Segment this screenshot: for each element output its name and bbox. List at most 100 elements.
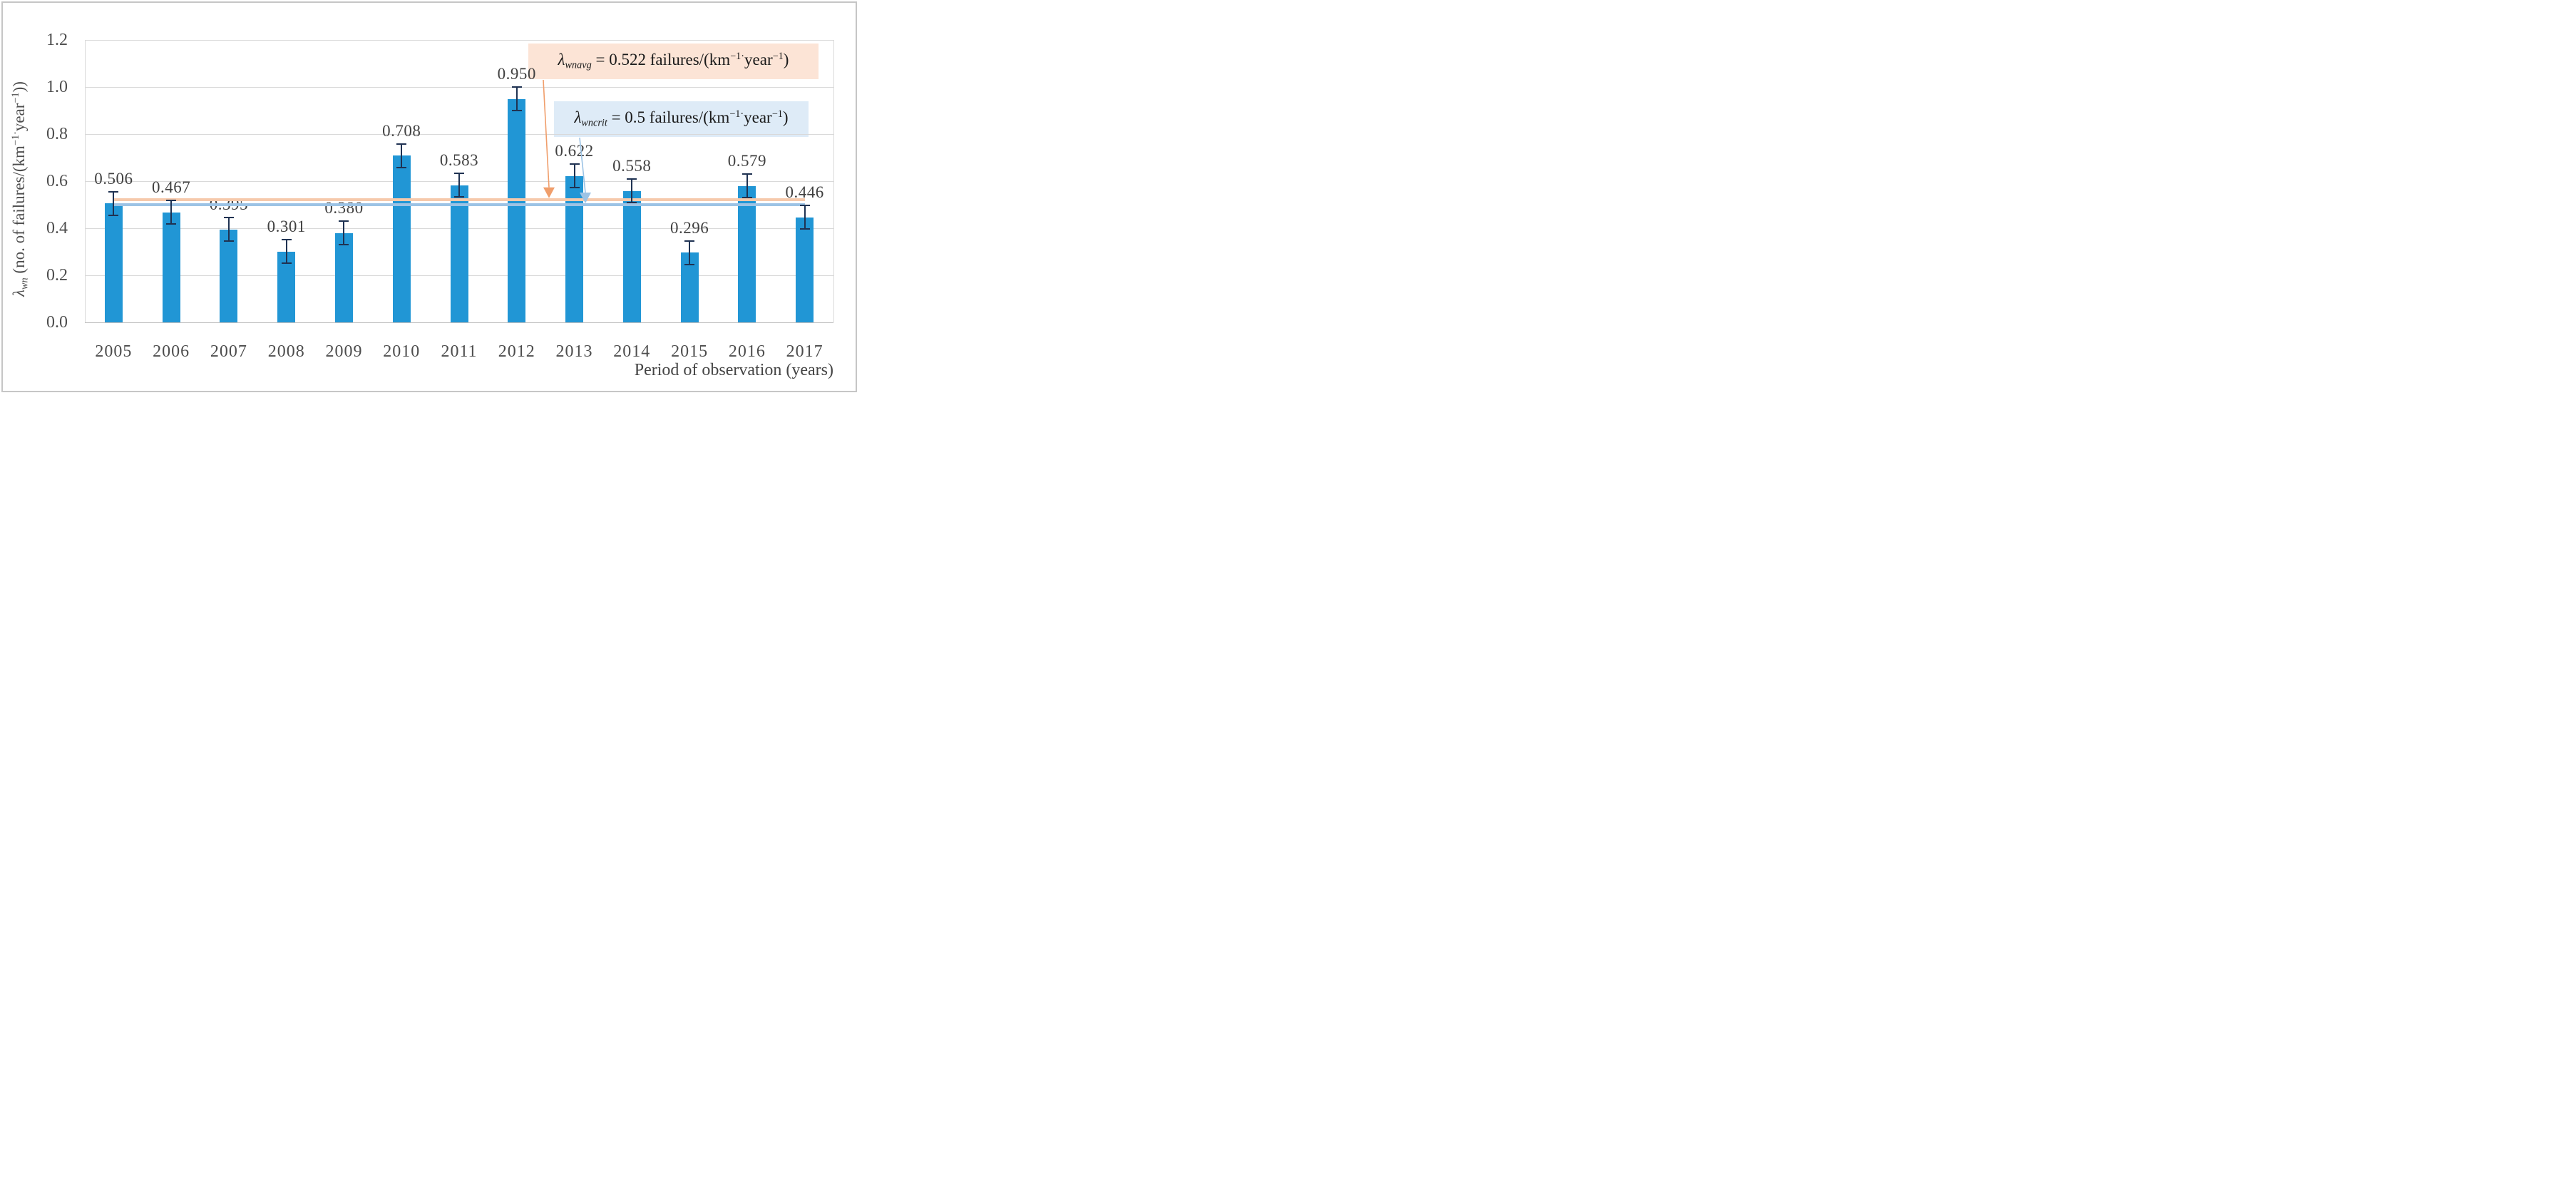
- bar-label-2006: 0.467: [152, 178, 191, 197]
- error-cap-top-2012: [511, 86, 522, 88]
- crit-sup-year: −1: [771, 108, 783, 121]
- error-cap-bottom-2013: [569, 187, 580, 189]
- bar-2005: [104, 203, 123, 322]
- error-bar-2017: [804, 205, 806, 230]
- plot-right-border: [833, 40, 834, 322]
- error-cap-top-2007: [223, 217, 234, 219]
- error-cap-top-2014: [627, 178, 637, 180]
- error-cap-top-2013: [569, 163, 580, 165]
- avg-sup-km: −1·: [730, 51, 745, 63]
- x-tick-2007: 2007: [210, 342, 247, 361]
- gridline-1.0: [85, 86, 833, 88]
- error-cap-bottom-2014: [627, 202, 637, 204]
- ref-line-wncrit: [113, 203, 805, 206]
- bar-label-2010: 0.708: [382, 121, 421, 140]
- error-cap-top-2008: [281, 239, 292, 241]
- y-tick-0.0: 0.0: [46, 313, 68, 332]
- error-cap-bottom-2015: [684, 263, 695, 265]
- bar-label-2009: 0.380: [324, 199, 364, 218]
- x-axis-title: Period of observation (years): [634, 361, 833, 379]
- crit-subscript: wncrit: [581, 117, 607, 129]
- error-cap-top-2011: [454, 173, 464, 175]
- y-tick-1.2: 1.2: [46, 31, 68, 49]
- bar-label-2012: 0.950: [497, 65, 536, 83]
- y-tick-1.0: 1.0: [46, 78, 68, 96]
- error-bar-2015: [689, 240, 691, 265]
- error-bar-2013: [573, 164, 575, 188]
- gridline-0.0: [85, 322, 833, 323]
- x-tick-2010: 2010: [383, 342, 421, 361]
- error-bar-2012: [515, 87, 518, 111]
- error-cap-top-2017: [799, 205, 810, 207]
- y-tick-0.8: 0.8: [46, 125, 68, 143]
- error-cap-bottom-2017: [799, 228, 810, 230]
- crit-unit-year: year: [744, 108, 772, 127]
- bar-2010: [392, 155, 411, 322]
- x-tick-2016: 2016: [728, 342, 766, 361]
- bar-2009: [334, 232, 353, 322]
- avg-close: ): [783, 51, 789, 69]
- x-tick-2014: 2014: [613, 342, 651, 361]
- error-cap-bottom-2012: [511, 110, 522, 111]
- bar-label-2011: 0.583: [439, 151, 479, 170]
- avg-arrow-head: [543, 187, 555, 198]
- y-tick-0.4: 0.4: [46, 219, 68, 237]
- gridline-0.8: [85, 133, 833, 135]
- bar-label-2015: 0.296: [669, 218, 709, 237]
- error-cap-bottom-2007: [223, 240, 234, 242]
- avg-equation-text: = 0.522 failures/(km: [591, 51, 731, 69]
- crit-equation-text: = 0.5 failures/(km: [607, 108, 730, 127]
- y-tick-0.6: 0.6: [46, 172, 68, 190]
- bar-label-2005: 0.506: [94, 169, 133, 188]
- crit-lambda: λ: [574, 108, 582, 127]
- bar-label-2008: 0.301: [267, 218, 306, 236]
- x-tick-2012: 2012: [498, 342, 535, 361]
- error-cap-bottom-2011: [454, 196, 464, 198]
- error-cap-top-2006: [166, 200, 177, 202]
- error-cap-top-2016: [742, 173, 752, 175]
- bar-2007: [220, 229, 238, 322]
- crit-annotation-box: λwncrit = 0.5 failures/(km−1·year−1): [554, 101, 809, 137]
- bar-2011: [450, 185, 468, 322]
- error-cap-bottom-2008: [281, 262, 292, 265]
- avg-annotation-box: λwnavg = 0.522 failures/(km−1·year−1): [528, 44, 819, 79]
- y-tick-0.2: 0.2: [46, 266, 68, 285]
- error-cap-top-2010: [396, 143, 407, 145]
- x-tick-2015: 2015: [671, 342, 709, 361]
- bar-2017: [796, 217, 814, 322]
- bar-label-2014: 0.558: [612, 157, 652, 175]
- error-bar-2014: [631, 179, 633, 203]
- x-tick-2005: 2005: [95, 342, 133, 361]
- y-title-lambda: λ: [10, 289, 28, 297]
- error-bar-2009: [343, 221, 345, 245]
- x-tick-2008: 2008: [267, 342, 305, 361]
- bar-label-2016: 0.579: [727, 152, 766, 170]
- bar-2006: [162, 212, 180, 322]
- avg-unit-year: year: [744, 51, 773, 69]
- bar-2014: [622, 190, 641, 322]
- error-bar-2006: [170, 200, 173, 225]
- bar-2012: [508, 98, 526, 322]
- x-tick-2017: 2017: [786, 342, 823, 361]
- error-bar-2008: [285, 240, 287, 264]
- gridline-1.2: [85, 39, 833, 41]
- error-cap-bottom-2005: [108, 214, 119, 216]
- crit-sup-km: −1·: [729, 108, 744, 121]
- x-tick-2009: 2009: [325, 342, 363, 361]
- avg-sup-year: −1: [772, 51, 784, 63]
- bar-label-2013: 0.622: [555, 142, 594, 160]
- ref-line-wnavg: [113, 198, 805, 201]
- x-tick-2011: 2011: [441, 342, 478, 361]
- error-cap-bottom-2006: [166, 223, 177, 225]
- error-cap-bottom-2010: [396, 166, 407, 168]
- error-bar-2016: [746, 174, 748, 198]
- x-tick-2013: 2013: [555, 342, 593, 361]
- error-cap-bottom-2016: [742, 197, 752, 199]
- crit-close: ): [782, 108, 789, 127]
- y-title-text: (no. of failures/(km: [10, 145, 28, 278]
- avg-subscript: wnavg: [565, 59, 592, 71]
- error-bar-2007: [227, 218, 230, 242]
- error-bar-2005: [113, 191, 115, 215]
- error-cap-top-2009: [339, 220, 349, 223]
- bar-2016: [738, 185, 756, 322]
